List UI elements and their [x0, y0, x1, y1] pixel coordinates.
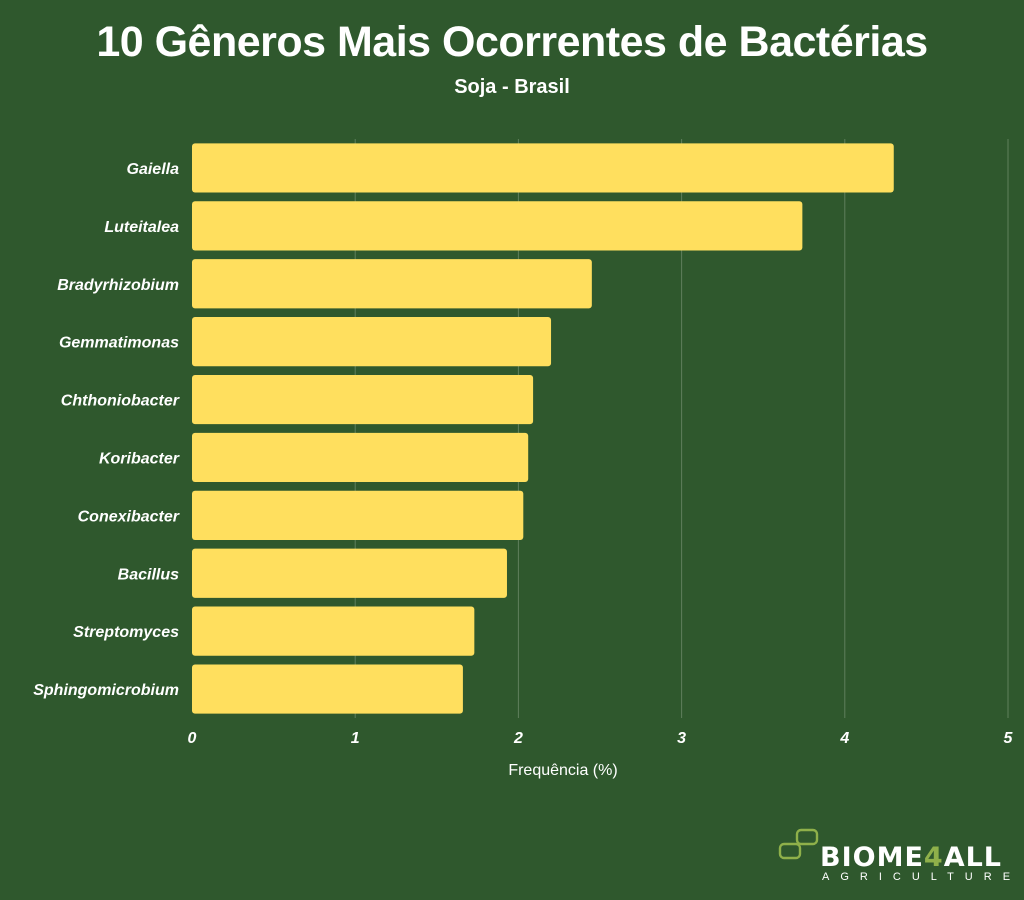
category-label-luteitalea: Luteitalea [104, 219, 179, 236]
x-tick-label: 2 [513, 730, 523, 747]
x-tick-label: 4 [839, 730, 849, 747]
bar-luteitalea [192, 201, 803, 251]
bar-gaiella [192, 143, 894, 193]
bar-chart: Gaiella Luteitalea Bradyrhizobium Gemmatimo… [33, 139, 1014, 779]
category-label-conexibacter: Conexibacter [78, 508, 180, 525]
brand-logo: BIOME4ALL AGRICULTURE [778, 828, 1010, 884]
category-label-gaiella: Gaiella [127, 161, 180, 178]
bar-sphingomicrobium [192, 664, 463, 714]
x-tick-label: 0 [188, 730, 197, 747]
brand-name-end: ALL [943, 842, 1002, 873]
bar-chthoniobacter [192, 374, 534, 425]
x-axis-label: Frequência (%) [508, 762, 617, 779]
category-label-bradyrhizobium: Bradyrhizobium [57, 277, 179, 294]
brand-name-accent: 4 [923, 842, 944, 873]
brand-tagline: AGRICULTURE [822, 871, 1022, 883]
category-labels: Gaiella Luteitalea Bradyrhizobium Gemmatimo… [33, 161, 180, 699]
category-label-streptomyces: Streptomyces [73, 624, 179, 641]
x-tick-label: 1 [351, 730, 360, 747]
brand-name-main: BIOME [820, 842, 924, 873]
bar-bradyrhizobium [192, 259, 592, 309]
x-tick-labels: 0 1 2 3 4 5 [188, 730, 1014, 747]
x-tick-label: 5 [1004, 730, 1014, 747]
chart-subtitle: Soja - Brasil [454, 76, 570, 98]
category-label-koribacter: Koribacter [99, 450, 180, 467]
bar-koribacter [192, 432, 529, 483]
bar-bacillus [192, 548, 507, 598]
bars [192, 143, 894, 714]
bar-conexibacter [192, 490, 524, 540]
bar-streptomyces [192, 606, 475, 656]
category-label-gemmatimonas: Gemmatimonas [59, 335, 179, 352]
leaf-squares-icon [778, 828, 819, 860]
category-label-chthoniobacter: Chthoniobacter [61, 393, 180, 410]
brand-name: BIOME4ALL [820, 842, 1002, 873]
chart-title: 10 Gêneros Mais Ocorrentes de Bactérias [96, 18, 928, 66]
category-label-bacillus: Bacillus [118, 566, 179, 583]
category-label-sphingomicrobium: Sphingomicrobium [33, 682, 179, 699]
x-tick-label: 3 [677, 730, 686, 747]
bar-gemmatimonas [192, 317, 552, 367]
